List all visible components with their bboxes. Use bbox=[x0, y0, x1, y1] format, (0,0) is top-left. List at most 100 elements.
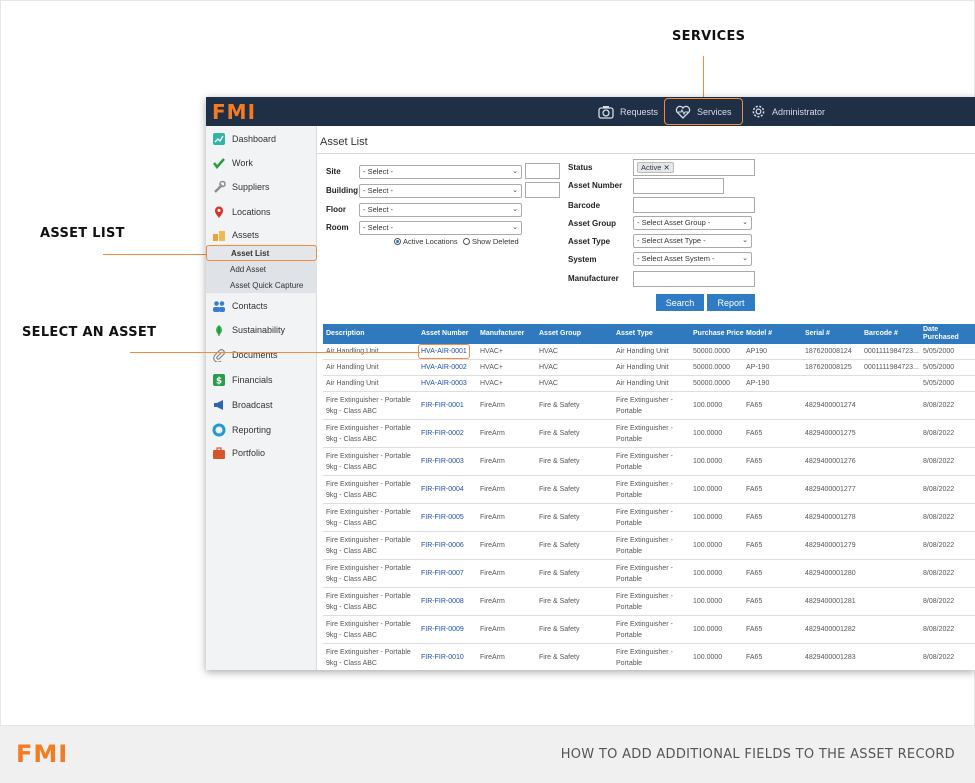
sidebar-item-dashboard[interactable]: Dashboard bbox=[206, 129, 317, 149]
site-label: Site bbox=[326, 167, 341, 176]
asset-number-link[interactable]: HVA-AIR-0003 bbox=[421, 380, 467, 387]
asset-number-link[interactable]: FIR-FIR-0002 bbox=[421, 430, 464, 437]
asset-number-link[interactable]: FIR-FIR-0001 bbox=[421, 402, 464, 409]
table-row[interactable]: Fire Extinguisher - Portable 9kg - Class… bbox=[323, 392, 975, 420]
sidebar-item-contacts[interactable]: Contacts bbox=[206, 296, 317, 316]
room-select[interactable]: - Select - ⌄ bbox=[359, 221, 522, 235]
table-row[interactable]: Air Handling UnitHVA-AIR-0001HVAC+HVACAi… bbox=[323, 344, 975, 360]
asset-number-link[interactable]: FIR-FIR-0007 bbox=[421, 570, 464, 577]
cell-asset-number[interactable]: FIR-FIR-0010 bbox=[421, 644, 479, 670]
header-description[interactable]: Description bbox=[326, 330, 365, 337]
header-date-purchased[interactable]: Date Purchased bbox=[923, 326, 959, 341]
nav-services[interactable]: Services bbox=[664, 98, 743, 125]
floor-select[interactable]: - Select - ⌄ bbox=[359, 203, 522, 217]
status-input[interactable]: Active ✕ bbox=[633, 159, 755, 176]
sidebar-item-reporting[interactable]: Reporting bbox=[206, 420, 317, 440]
manufacturer-input[interactable] bbox=[633, 271, 755, 287]
site-select[interactable]: - Select - ⌄ bbox=[359, 165, 522, 179]
table-row[interactable]: Fire Extinguisher - Portable 9kg - Class… bbox=[323, 588, 975, 616]
sidebar-item-suppliers[interactable]: Suppliers bbox=[206, 177, 317, 197]
status-label: Status bbox=[568, 163, 593, 172]
table-row[interactable]: Fire Extinguisher - Portable 9kg - Class… bbox=[323, 420, 975, 448]
header-model[interactable]: Model # bbox=[746, 330, 773, 337]
header-barcode[interactable]: Barcode # bbox=[864, 330, 898, 337]
sidebar-item-broadcast[interactable]: Broadcast bbox=[206, 395, 317, 415]
report-button[interactable]: Report bbox=[707, 294, 755, 311]
cell-asset-number[interactable]: FIR-FIR-0009 bbox=[421, 616, 479, 643]
asset-number-link[interactable]: FIR-FIR-0009 bbox=[421, 626, 464, 633]
cell-asset-number[interactable]: FIR-FIR-0005 bbox=[421, 504, 479, 531]
cell-asset-number[interactable]: FIR-FIR-0003 bbox=[421, 448, 479, 475]
asset-number-link[interactable]: FIR-FIR-0010 bbox=[421, 654, 464, 661]
radio-show-deleted[interactable] bbox=[463, 238, 470, 245]
barcode-input[interactable] bbox=[633, 197, 755, 213]
status-tag[interactable]: Active ✕ bbox=[637, 162, 674, 173]
nav-administrator[interactable]: Administrator bbox=[751, 97, 825, 126]
building-select[interactable]: - Select - ⌄ bbox=[359, 184, 522, 198]
paperclip-icon bbox=[212, 348, 226, 362]
header-asset-number[interactable]: Asset Number bbox=[421, 330, 469, 337]
submenu-asset-quick-capture[interactable]: Asset Quick Capture bbox=[230, 280, 304, 290]
show-deleted-option[interactable]: Show Deleted bbox=[463, 237, 519, 246]
radio-active-locations[interactable] bbox=[394, 238, 401, 245]
sidebar-item-assets[interactable]: Assets bbox=[206, 225, 317, 245]
room-label: Room bbox=[326, 223, 349, 232]
header-manufacturer[interactable]: Manufacturer bbox=[480, 330, 525, 337]
submenu-asset-list[interactable]: Asset List bbox=[206, 245, 317, 261]
close-icon[interactable]: ✕ bbox=[663, 163, 670, 172]
table-row[interactable]: Air Handling Unit HVA-AIR-0002 HVAC+ HVAC Ai… bbox=[323, 360, 975, 376]
asset-number-link[interactable]: FIR-FIR-0005 bbox=[421, 514, 464, 521]
building-extra-input[interactable] bbox=[525, 182, 560, 198]
table-row[interactable]: Fire Extinguisher - Portable 9kg - Class… bbox=[323, 560, 975, 588]
asset-number-input[interactable] bbox=[633, 178, 724, 194]
sidebar-item-locations[interactable]: Locations bbox=[206, 202, 317, 222]
table-row[interactable]: Fire Extinguisher - Portable 9kg - Class… bbox=[323, 532, 975, 560]
submenu-add-asset[interactable]: Add Asset bbox=[230, 264, 267, 274]
cell-asset-number[interactable]: FIR-FIR-0007 bbox=[421, 560, 479, 587]
cell-asset-number[interactable]: FIR-FIR-0002 bbox=[421, 420, 479, 447]
sidebar-item-documents[interactable]: Documents bbox=[206, 345, 317, 365]
sidebar-item-work[interactable]: Work bbox=[206, 153, 317, 173]
asset-number-link[interactable]: FIR-FIR-0004 bbox=[421, 486, 464, 493]
sidebar-item-sustainability[interactable]: Sustainability bbox=[206, 320, 317, 340]
cell-asset-number[interactable]: HVA-AIR-0001 bbox=[418, 344, 479, 359]
table-row[interactable]: Fire Extinguisher - Portable 9kg - Class… bbox=[323, 504, 975, 532]
nav-requests[interactable]: Requests bbox=[598, 97, 658, 126]
asset-number-link[interactable]: HVA-AIR-0002 bbox=[421, 364, 467, 371]
cell-asset-number[interactable]: FIR-FIR-0008 bbox=[421, 588, 479, 615]
asset-number-link[interactable]: FIR-FIR-0006 bbox=[421, 542, 464, 549]
header-serial[interactable]: Serial # bbox=[805, 330, 830, 337]
cell-asset-number[interactable]: FIR-FIR-0001 bbox=[421, 392, 479, 419]
table-row[interactable]: Air Handling Unit HVA-AIR-0003 HVAC+ HVAC Ai… bbox=[323, 376, 975, 392]
asset-type-select[interactable]: - Select Asset Type - ⌄ bbox=[633, 234, 752, 248]
cell-asset-number[interactable]: FIR-FIR-0006 bbox=[421, 532, 479, 559]
cell-asset-group: Fire & Safety bbox=[539, 542, 580, 549]
cell-asset-number[interactable]: HVA-AIR-0002 bbox=[421, 360, 479, 375]
header-purchase-price[interactable]: Purchase Price bbox=[693, 330, 744, 337]
site-extra-input[interactable] bbox=[525, 163, 560, 179]
fmi-logo[interactable]: FMI bbox=[212, 100, 257, 124]
cell-manufacturer: FireArm bbox=[480, 458, 505, 465]
table-row[interactable]: Fire Extinguisher - Portable 9kg - Class… bbox=[323, 476, 975, 504]
asset-number-link[interactable]: HVA-AIR-0001 bbox=[418, 344, 470, 359]
asset-number-link[interactable]: FIR-FIR-0008 bbox=[421, 598, 464, 605]
header-asset-group[interactable]: Asset Group bbox=[539, 330, 582, 337]
asset-number-link[interactable]: FIR-FIR-0003 bbox=[421, 458, 464, 465]
cell-asset-type: Air Handling Unit bbox=[616, 380, 669, 387]
header-asset-type[interactable]: Asset Type bbox=[616, 330, 653, 337]
cell-asset-number[interactable]: HVA-AIR-0003 bbox=[421, 376, 479, 391]
cell-asset-number[interactable]: FIR-FIR-0004 bbox=[421, 476, 479, 503]
cell-date-purchased: 8/08/2022 bbox=[923, 402, 955, 409]
asset-type-label: Asset Type bbox=[568, 237, 611, 246]
table-row[interactable]: Fire Extinguisher - Portable 9kg - Class… bbox=[323, 616, 975, 644]
table-row[interactable]: Fire Extinguisher - Portable 9kg - Class… bbox=[323, 448, 975, 476]
table-row[interactable]: Fire Extinguisher - Portable 9kg - Class… bbox=[323, 644, 975, 670]
system-select[interactable]: - Select Asset System - ⌄ bbox=[633, 252, 752, 266]
active-locations-option[interactable]: Active Locations bbox=[394, 237, 458, 246]
cell-date-purchased: 5/05/2000 bbox=[923, 348, 955, 355]
search-button[interactable]: Search bbox=[656, 294, 704, 311]
cell-model: FA65 bbox=[746, 430, 763, 437]
sidebar-item-portfolio[interactable]: Portfolio bbox=[206, 443, 317, 463]
sidebar-item-financials[interactable]: $ Financials bbox=[206, 370, 317, 390]
asset-group-select[interactable]: - Select Asset Group - ⌄ bbox=[633, 216, 752, 230]
